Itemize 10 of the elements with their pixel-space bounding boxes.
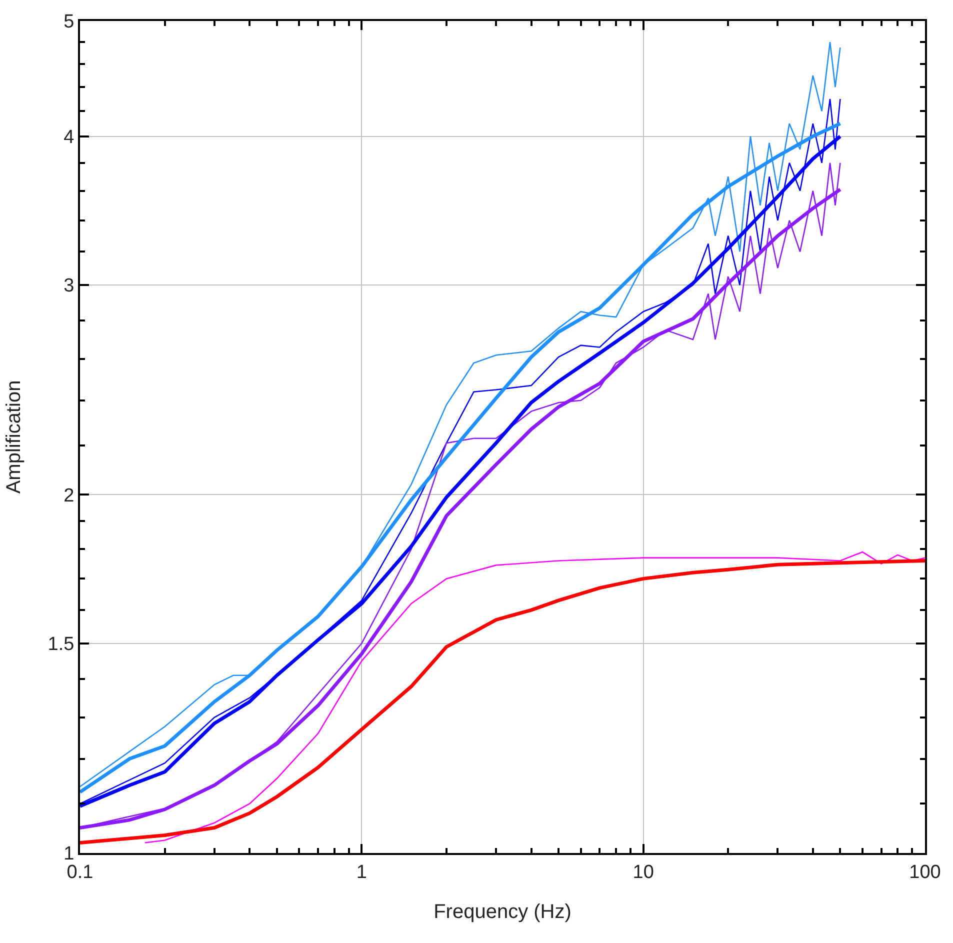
y-axis-title: Amplification xyxy=(2,380,25,494)
x-axis-title: Frequency (Hz) xyxy=(434,900,572,923)
x-tick-label: 100 xyxy=(909,862,941,883)
y-tick-label: 1.5 xyxy=(48,634,74,656)
y-tick-label: 2 xyxy=(64,485,74,506)
y-tick-label: 3 xyxy=(64,276,74,297)
y-tick-label: 5 xyxy=(64,12,74,33)
x-tick-label: 1 xyxy=(356,862,367,883)
y-tick-label: 4 xyxy=(64,127,75,148)
x-tick-label: 10 xyxy=(632,862,654,883)
